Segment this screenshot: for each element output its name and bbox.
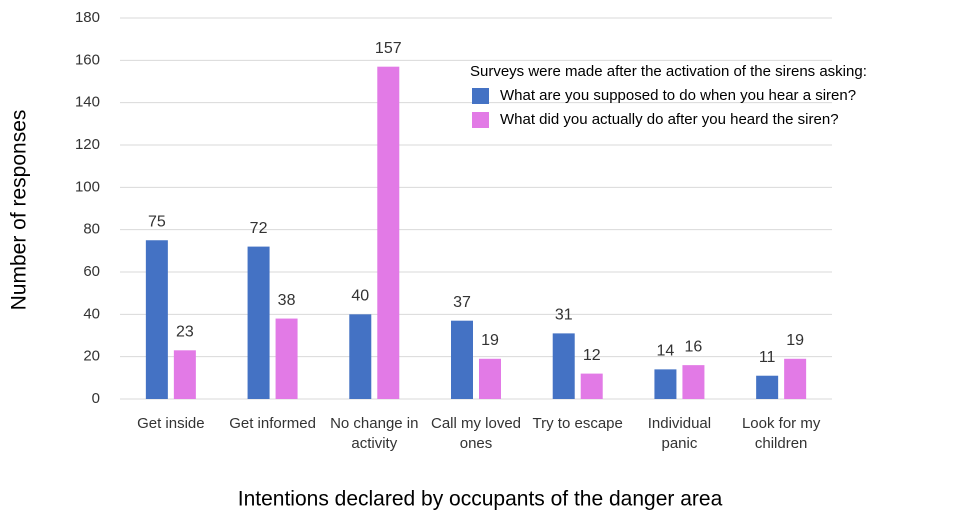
bar (377, 66, 400, 399)
bar (580, 373, 603, 399)
y-tick-label: 0 (92, 390, 100, 407)
bar (552, 333, 575, 399)
legend-title: Surveys were made after the activation o… (470, 63, 867, 80)
x-axis-label: Intentions declared by occupants of the … (238, 488, 723, 511)
bar (275, 318, 298, 399)
y-tick-label: 180 (75, 9, 100, 26)
bar (173, 350, 196, 399)
bar (756, 375, 779, 399)
bar (479, 358, 501, 399)
bar (349, 314, 372, 399)
bar (784, 358, 807, 399)
y-tick-label: 40 (83, 305, 100, 322)
y-tick-label: 140 (75, 94, 100, 111)
data-label: 72 (250, 220, 268, 237)
data-label: 14 (657, 343, 675, 360)
x-tick-label: Get inside (137, 415, 205, 432)
y-axis-label: Number of responses (8, 110, 31, 311)
bar (145, 240, 168, 399)
legend-swatch (472, 88, 489, 104)
bar (247, 246, 270, 399)
x-tick-label: Get informed (229, 415, 316, 432)
bar (654, 369, 677, 399)
data-label: 19 (481, 332, 499, 349)
bar (682, 365, 705, 399)
legend-label: What did you actually do after you heard… (500, 111, 839, 128)
data-label: 157 (375, 40, 402, 57)
data-label: 40 (351, 288, 369, 305)
data-label: 37 (453, 294, 471, 311)
y-tick-label: 160 (75, 51, 100, 68)
data-label: 38 (278, 292, 296, 309)
y-tick-label: 60 (83, 263, 100, 280)
x-tick-label: No change in activity (330, 415, 419, 452)
data-label: 31 (555, 307, 573, 324)
data-label: 12 (583, 347, 601, 364)
y-tick-label: 80 (83, 221, 100, 238)
data-label: 23 (176, 324, 194, 341)
x-tick-label: Individual panic (647, 415, 712, 452)
y-tick-label: 20 (83, 348, 100, 365)
legend-label: What are you supposed to do when you hea… (500, 87, 856, 104)
y-tick-label: 120 (75, 136, 100, 153)
data-label: 11 (759, 349, 776, 366)
x-tick-label: Call my loved ones (430, 415, 522, 452)
x-tick-label: Try to escape (532, 415, 623, 432)
data-label: 75 (148, 213, 166, 230)
legend-swatch (472, 112, 489, 128)
data-label: 16 (685, 338, 703, 355)
y-tick-label: 100 (75, 178, 100, 195)
bar (451, 320, 473, 399)
x-tick-label: Look for my children (741, 415, 821, 452)
data-label: 19 (786, 332, 804, 349)
